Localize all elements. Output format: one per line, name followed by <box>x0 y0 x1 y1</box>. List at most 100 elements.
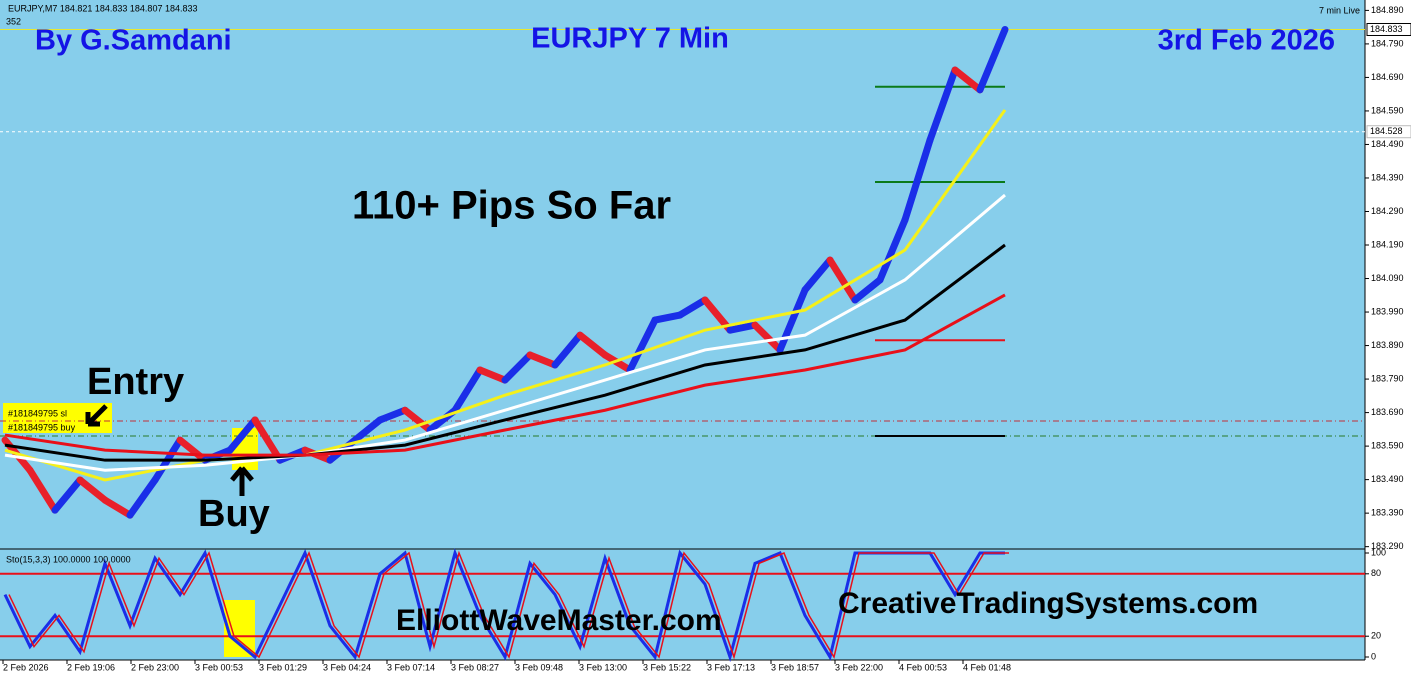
price-segment <box>776 286 809 354</box>
price-segment <box>501 351 534 384</box>
entry-label: Entry <box>87 361 184 403</box>
price-axis-bg <box>1365 0 1411 680</box>
price-segment <box>901 136 934 224</box>
time-axis-bg <box>0 660 1411 680</box>
headline: 110+ Pips So Far <box>352 184 671 228</box>
y-tick-label: 184.490 <box>1371 139 1404 149</box>
x-tick-label: 3 Feb 07:14 <box>387 662 435 672</box>
price-segment <box>226 416 259 454</box>
current-price-label: 184.833 <box>1370 24 1403 34</box>
y-tick-label: 184.690 <box>1371 72 1404 82</box>
price-segment <box>526 351 559 369</box>
site-right: CreativeTradingSystems.com <box>838 587 1258 620</box>
stoch-tick-label: 20 <box>1371 631 1381 641</box>
x-tick-label: 3 Feb 04:24 <box>323 662 371 672</box>
price-segment <box>851 276 884 304</box>
y-tick-label: 183.990 <box>1371 306 1404 316</box>
price-segment <box>551 331 584 369</box>
order-label: #181849795 sl <box>8 408 67 418</box>
header: EURJPY,M7 184.821 184.833 184.807 184.83… <box>8 3 197 13</box>
y-tick-label: 183.490 <box>1371 474 1404 484</box>
x-tick-label: 2 Feb 19:06 <box>67 662 115 672</box>
x-tick-label: 3 Feb 22:00 <box>835 662 883 672</box>
price-segment <box>801 256 834 294</box>
price-segment <box>601 351 634 374</box>
y-tick-label: 183.290 <box>1371 541 1404 551</box>
moving-average <box>4 293 1006 457</box>
stoch-line <box>3 548 1005 663</box>
x-tick-label: 3 Feb 08:27 <box>451 662 499 672</box>
price-segment <box>51 476 84 514</box>
price-segment <box>26 466 59 514</box>
moving-average <box>4 193 1006 472</box>
x-tick-label: 3 Feb 13:00 <box>579 662 627 672</box>
date: 3rd Feb 2026 <box>1158 25 1335 57</box>
x-tick-label: 4 Feb 01:48 <box>963 662 1011 672</box>
y-tick-label: 183.690 <box>1371 407 1404 417</box>
y-tick-label: 183.390 <box>1371 508 1404 518</box>
x-tick-label: 3 Feb 18:57 <box>771 662 819 672</box>
x-tick-label: 3 Feb 00:53 <box>195 662 243 672</box>
y-tick-label: 184.890 <box>1371 5 1404 15</box>
x-tick-label: 3 Feb 01:29 <box>259 662 307 672</box>
price-segment <box>726 321 759 334</box>
price-segment <box>951 66 984 94</box>
moving-average <box>4 243 1006 462</box>
y-tick-label: 184.790 <box>1371 38 1404 48</box>
price-segment <box>451 366 484 414</box>
price-segment <box>76 476 109 504</box>
price-segment <box>826 256 859 304</box>
y-tick-label: 184.290 <box>1371 206 1404 216</box>
price-segment <box>751 321 784 354</box>
y-tick-label: 184.590 <box>1371 105 1404 115</box>
stoch-tick-label: 100 <box>1371 547 1386 557</box>
price-segment <box>876 216 909 284</box>
buy-arrow <box>230 466 254 496</box>
order-label: #181849795 buy <box>8 422 76 432</box>
price-segment <box>401 406 434 434</box>
x-tick-label: 2 Feb 2026 <box>3 662 49 672</box>
price-segment <box>651 311 684 324</box>
price-segment <box>626 316 659 374</box>
x-tick-label: 4 Feb 00:53 <box>899 662 947 672</box>
author: By G.Samdani <box>35 25 232 57</box>
live-label: 7 min Live <box>1319 5 1360 15</box>
site-left: ElliottWaveMaster.com <box>396 604 722 637</box>
plot <box>0 25 1365 663</box>
stoch-signal <box>8 550 1009 660</box>
stoch-tick-label: 0 <box>1371 651 1376 661</box>
x-tick-label: 3 Feb 17:13 <box>707 662 755 672</box>
price-tag <box>1366 22 1411 36</box>
price-segment <box>101 496 134 519</box>
y-tick-label: 183.590 <box>1371 440 1404 450</box>
stoch-label: Sto(15,3,3) 100.0000 100.0000 <box>6 554 131 564</box>
x-tick-label: 3 Feb 15:22 <box>643 662 691 672</box>
y-tick-label: 184.190 <box>1371 239 1404 249</box>
price-segment <box>251 416 284 464</box>
entry-arrow <box>85 404 108 427</box>
price-segment <box>676 296 709 319</box>
price-segment <box>176 436 209 464</box>
price-segment <box>926 66 959 144</box>
x-tick-label: 2 Feb 23:00 <box>131 662 179 672</box>
price-segment <box>126 476 159 519</box>
y-tick-label: 184.390 <box>1371 172 1404 182</box>
marker-price-label: 184.528 <box>1370 126 1403 136</box>
price-segment <box>976 25 1009 94</box>
price-segment <box>576 331 609 359</box>
y-tick-label: 183.790 <box>1371 373 1404 383</box>
title: EURJPY 7 Min <box>531 23 729 55</box>
subheader: 352 <box>6 16 21 26</box>
stoch-tick-label: 80 <box>1371 568 1381 578</box>
y-tick-label: 183.890 <box>1371 340 1404 350</box>
price-segment <box>351 416 384 444</box>
y-tick-label: 184.090 <box>1371 273 1404 283</box>
price-segment <box>476 366 509 384</box>
price-segment <box>376 406 409 424</box>
price-tag <box>1366 125 1411 139</box>
buy-label: Buy <box>198 493 270 535</box>
x-tick-label: 3 Feb 09:48 <box>515 662 563 672</box>
